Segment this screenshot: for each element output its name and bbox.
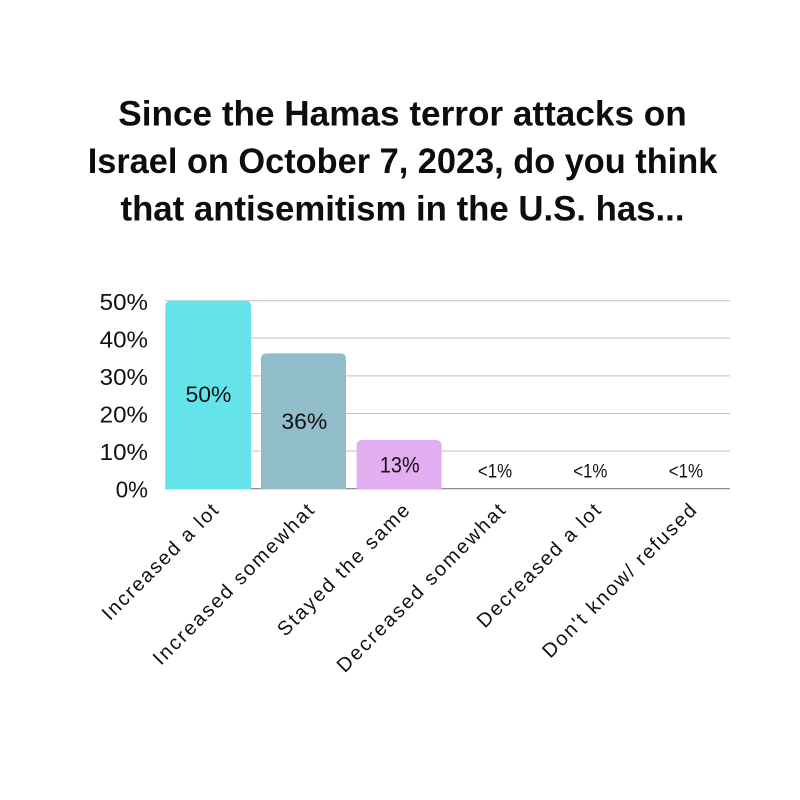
svg-text:Decreased somewhat: Decreased somewhat bbox=[333, 499, 511, 677]
svg-text:Don't know/ refused: Don't know/ refused bbox=[538, 500, 701, 663]
svg-text:13%: 13% bbox=[380, 453, 420, 478]
svg-text:<1%: <1% bbox=[573, 461, 607, 482]
svg-text:Since the Hamas terror attacks: Since the Hamas terror attacks on bbox=[118, 95, 686, 134]
svg-text:Increased somewhat: Increased somewhat bbox=[149, 499, 319, 669]
svg-text:30%: 30% bbox=[100, 364, 148, 390]
svg-text:10%: 10% bbox=[100, 439, 148, 465]
svg-text:36%: 36% bbox=[281, 409, 327, 434]
svg-text:<1%: <1% bbox=[669, 461, 703, 482]
svg-text:50%: 50% bbox=[186, 382, 232, 407]
svg-text:50%: 50% bbox=[100, 289, 148, 315]
svg-text:20%: 20% bbox=[100, 402, 148, 428]
svg-text:0%: 0% bbox=[116, 477, 148, 503]
svg-text:that antisemitism in the U.S.: that antisemitism in the U.S. has... bbox=[121, 190, 685, 229]
svg-text:Israel on October 7, 2023, do: Israel on October 7, 2023, do you think bbox=[88, 142, 718, 181]
svg-text:40%: 40% bbox=[100, 327, 148, 353]
svg-text:<1%: <1% bbox=[478, 461, 512, 482]
